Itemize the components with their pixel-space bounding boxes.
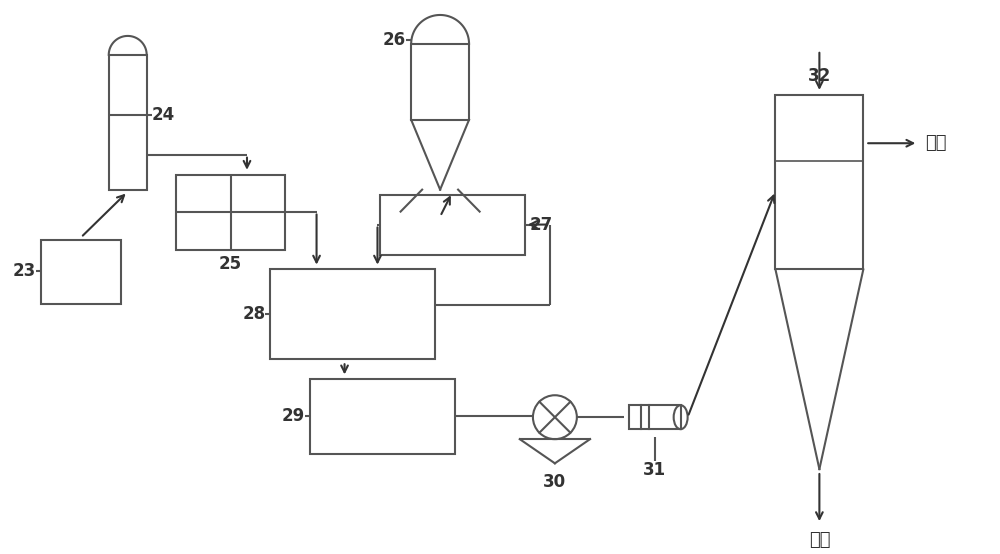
- Bar: [380, 194, 525, 254]
- Text: 32: 32: [808, 67, 831, 85]
- Text: 28: 28: [242, 305, 265, 324]
- Bar: [41, 239, 121, 304]
- Bar: [109, 55, 147, 189]
- Bar: [310, 379, 455, 454]
- Bar: [270, 269, 435, 360]
- Bar: [411, 44, 469, 120]
- Text: 清液: 清液: [925, 134, 947, 152]
- Bar: [629, 405, 681, 429]
- Text: 29: 29: [282, 407, 305, 425]
- Text: 31: 31: [643, 461, 666, 479]
- Text: 24: 24: [152, 106, 175, 124]
- Text: 23: 23: [13, 263, 36, 280]
- Text: 地槽: 地槽: [809, 531, 830, 549]
- Text: 26: 26: [383, 31, 406, 49]
- Text: 27: 27: [530, 216, 553, 234]
- Text: 30: 30: [543, 473, 566, 491]
- Bar: [775, 95, 863, 269]
- Text: 25: 25: [219, 254, 242, 273]
- Bar: [176, 175, 285, 249]
